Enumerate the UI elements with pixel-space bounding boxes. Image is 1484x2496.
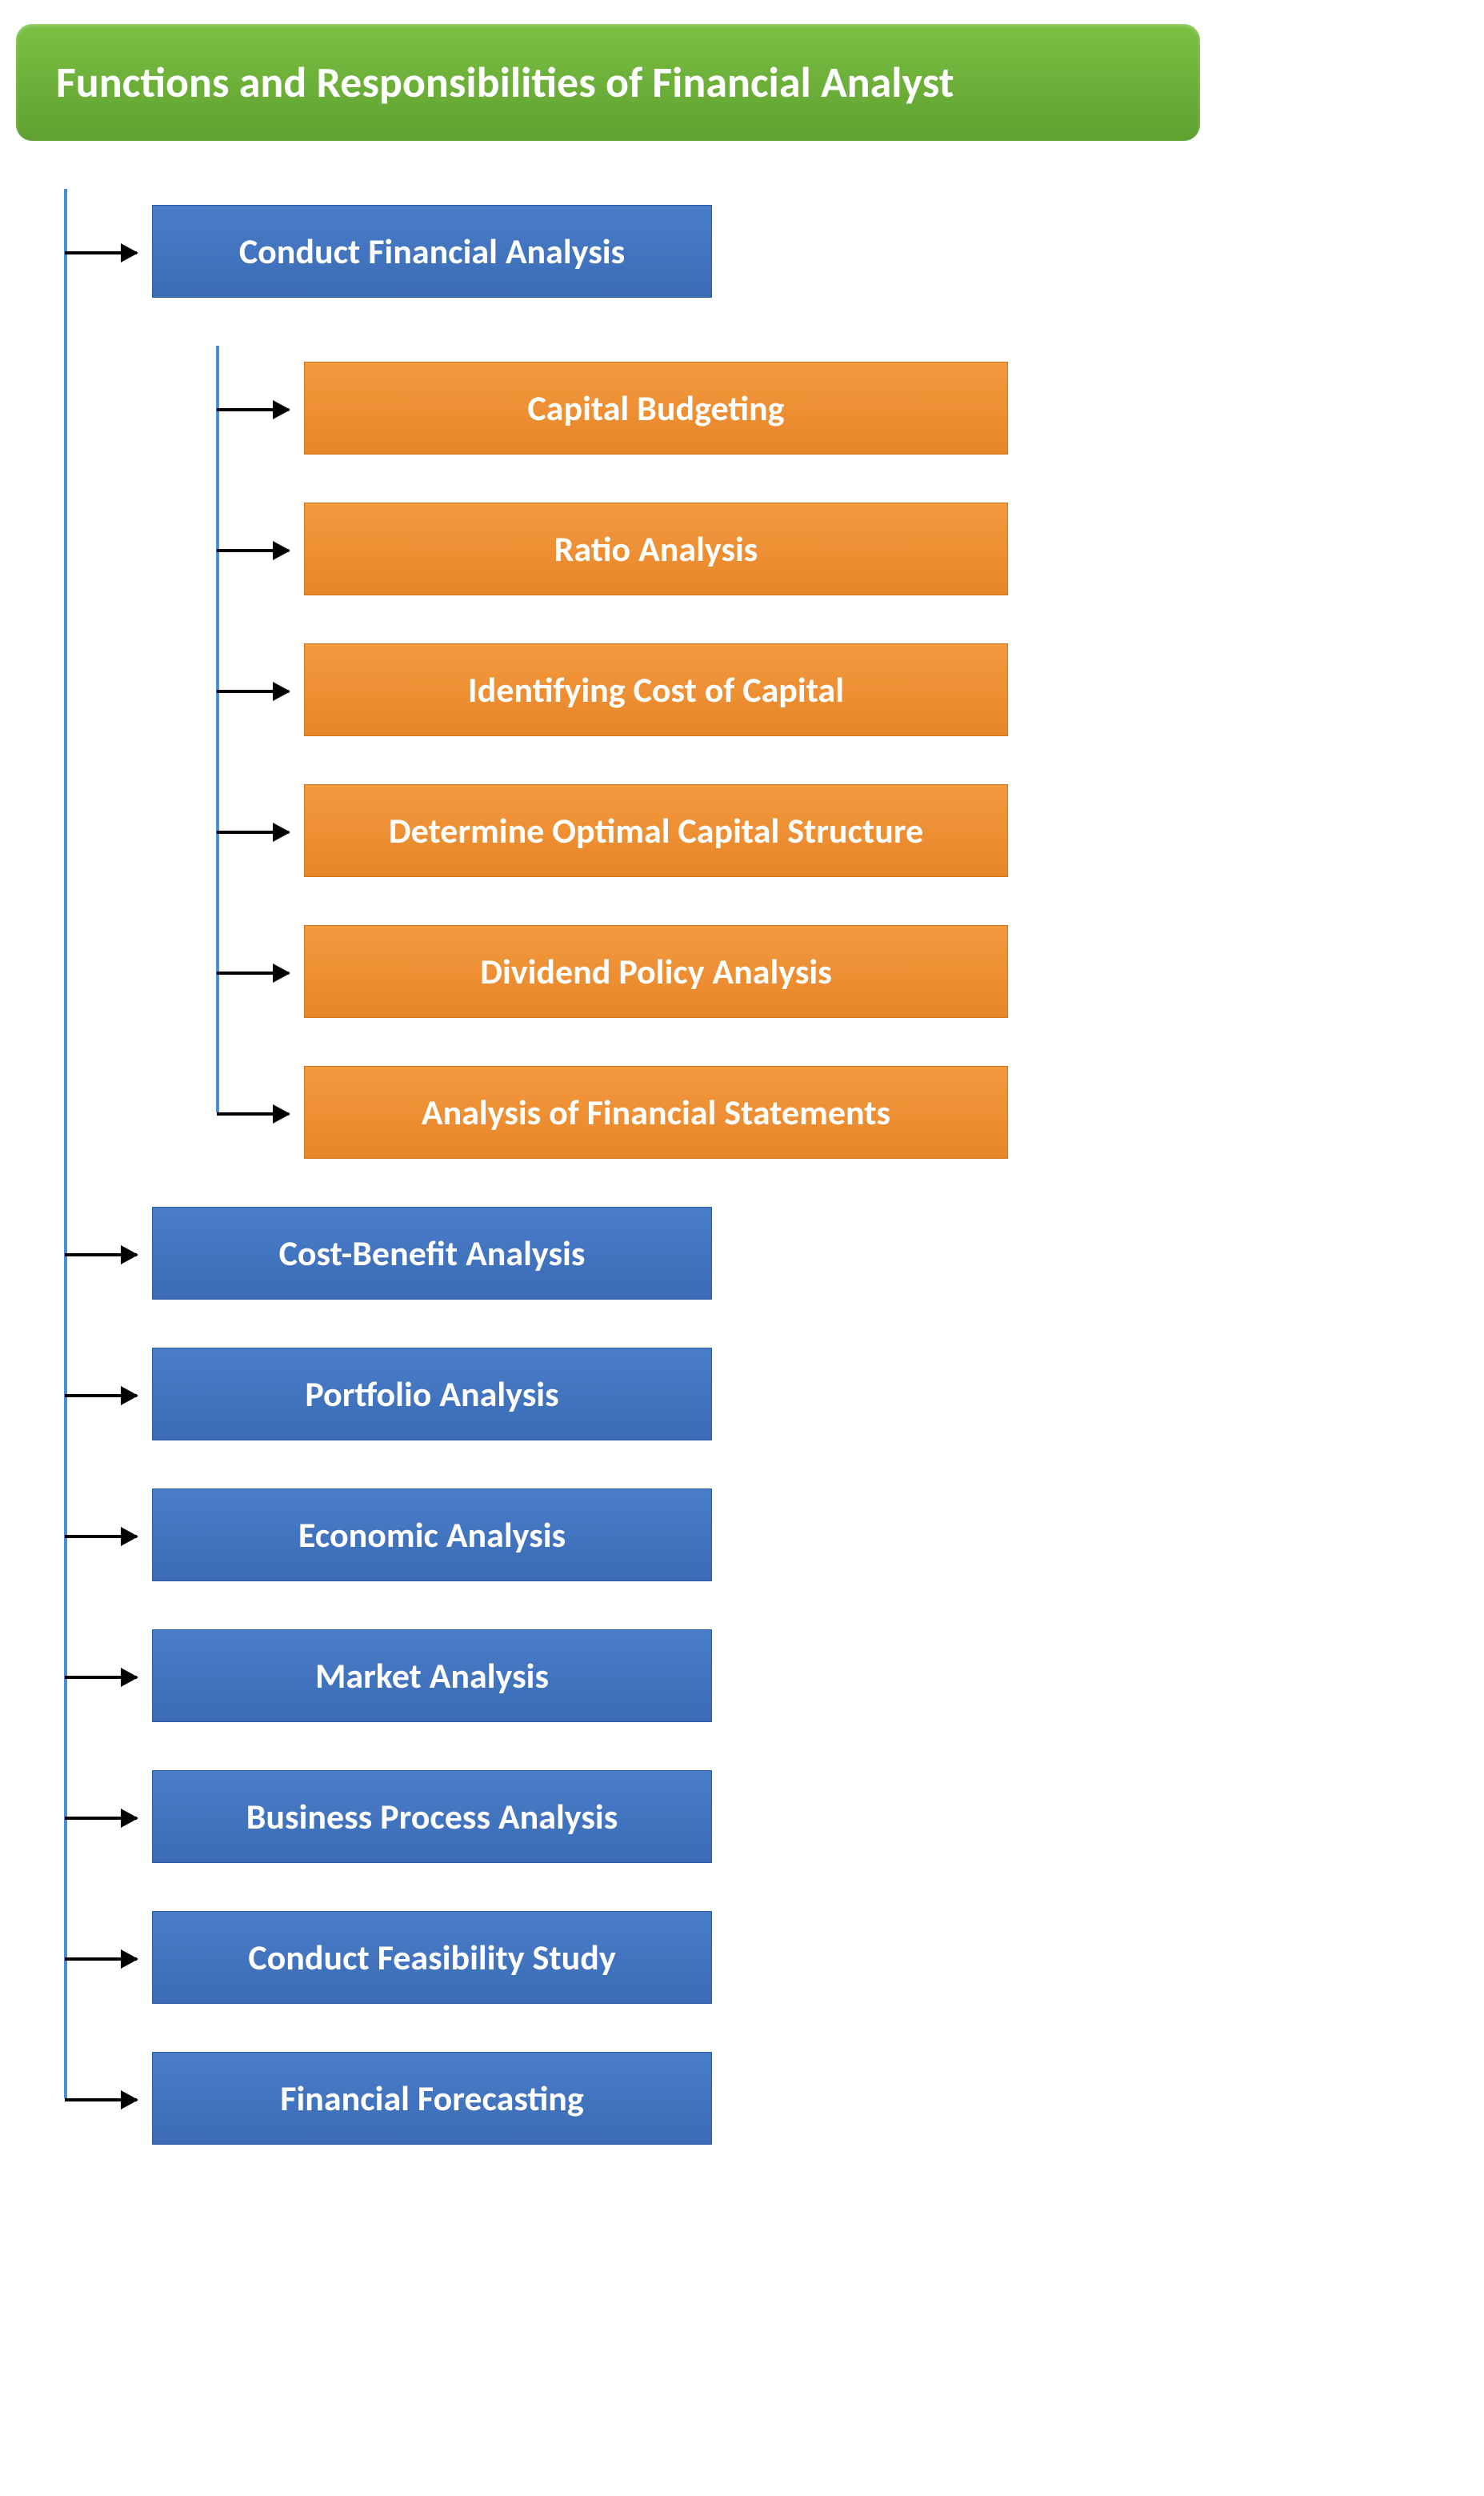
level2-node: Identifying Cost of Capital bbox=[304, 643, 1008, 736]
level1-node: Financial Forecasting bbox=[152, 2052, 712, 2145]
connector-arrow bbox=[65, 1253, 137, 1256]
level2-label: Capital Budgeting bbox=[527, 387, 784, 430]
level2-node: Determine Optimal Capital Structure bbox=[304, 784, 1008, 877]
connector-arrow bbox=[65, 1676, 137, 1679]
root-label: Functions and Responsibilities of Financ… bbox=[56, 56, 954, 109]
level1-node: Business Process Analysis bbox=[152, 1770, 712, 1863]
level1-node: Conduct Feasibility Study bbox=[152, 1911, 712, 2004]
connector-arrow bbox=[217, 972, 289, 975]
level1-vline bbox=[216, 346, 219, 1112]
level1-label: Cost-Benefit Analysis bbox=[279, 1232, 586, 1275]
connector-arrow bbox=[217, 549, 289, 552]
connector-arrow bbox=[65, 2098, 137, 2101]
connector-arrow bbox=[65, 1957, 137, 1961]
level1-node: Cost-Benefit Analysis bbox=[152, 1207, 712, 1300]
level1-label: Economic Analysis bbox=[298, 1513, 566, 1556]
level2-label: Determine Optimal Capital Structure bbox=[389, 809, 923, 852]
connector-arrow bbox=[217, 408, 289, 411]
level2-label: Analysis of Financial Statements bbox=[422, 1091, 890, 1134]
level2-container: Capital Budgeting Ratio Analysis Identif… bbox=[304, 362, 1468, 1159]
level2-label: Dividend Policy Analysis bbox=[480, 950, 832, 993]
level1-node: Conduct Financial Analysis bbox=[152, 205, 712, 298]
connector-arrow bbox=[65, 1817, 137, 1820]
level1-label: Market Analysis bbox=[315, 1654, 549, 1697]
connector-arrow bbox=[217, 831, 289, 834]
connector-arrow bbox=[65, 1535, 137, 1538]
level2-node: Dividend Policy Analysis bbox=[304, 925, 1008, 1018]
tree-diagram: Functions and Responsibilities of Financ… bbox=[16, 24, 1468, 2145]
level1-node: Economic Analysis bbox=[152, 1488, 712, 1581]
connector-arrow bbox=[217, 1112, 289, 1116]
level1-node: Market Analysis bbox=[152, 1629, 712, 1722]
level2-node: Analysis of Financial Statements bbox=[304, 1066, 1008, 1159]
level2-label: Ratio Analysis bbox=[554, 527, 758, 571]
root-vline bbox=[64, 189, 67, 2098]
connector-arrow bbox=[65, 1394, 137, 1397]
level2-label: Identifying Cost of Capital bbox=[468, 668, 844, 711]
connector-arrow bbox=[65, 251, 137, 254]
level1-container: Conduct Financial Analysis Capital Budge… bbox=[152, 205, 1468, 2145]
level1-label: Conduct Financial Analysis bbox=[239, 230, 625, 273]
level1-label: Portfolio Analysis bbox=[305, 1372, 558, 1416]
level1-label: Business Process Analysis bbox=[246, 1795, 618, 1838]
level1-label: Conduct Feasibility Study bbox=[248, 1936, 615, 1979]
level1-label: Financial Forecasting bbox=[280, 2077, 583, 2120]
level2-node: Ratio Analysis bbox=[304, 503, 1008, 595]
level1-node: Portfolio Analysis bbox=[152, 1348, 712, 1440]
level2-node: Capital Budgeting bbox=[304, 362, 1008, 455]
connector-arrow bbox=[217, 690, 289, 693]
root-node: Functions and Responsibilities of Financ… bbox=[16, 24, 1200, 141]
